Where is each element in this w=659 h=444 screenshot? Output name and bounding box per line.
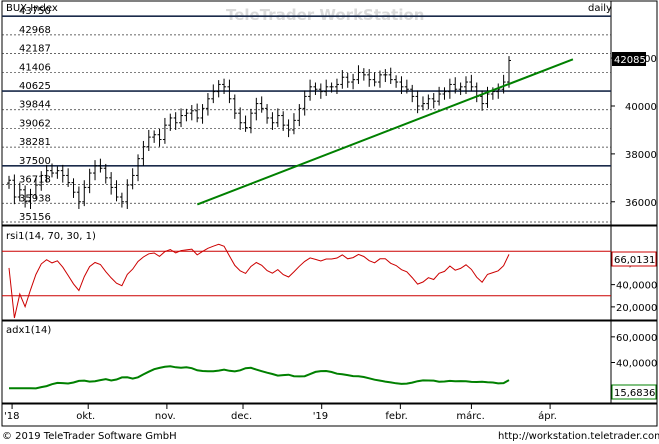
- price-ohlc-bars: [7, 56, 511, 209]
- adx-tick: 60,0000: [616, 333, 657, 344]
- price-level-lines: [2, 15, 611, 223]
- x-tick-label: ápr.: [538, 410, 557, 422]
- x-tick-label: '18: [4, 411, 19, 422]
- x-tick-label: '19: [313, 411, 328, 422]
- rsi-last-value: 66,0131: [614, 255, 655, 266]
- price-last-value: 42085: [614, 55, 646, 66]
- price-left-tick: 36718: [19, 175, 51, 186]
- price-left-tick: 42968: [19, 25, 51, 36]
- footer-copyright: © 2019 TeleTrader Software GmbH: [2, 431, 177, 442]
- price-right-tick: 38000: [625, 150, 657, 161]
- x-tick-label: febr.: [385, 411, 407, 422]
- price-panel-frame: [1, 0, 658, 226]
- x-tick-label: okt.: [76, 411, 95, 422]
- price-left-tick: 42187: [19, 44, 51, 55]
- adx-panel-frame: [1, 320, 658, 404]
- rsi-line: [8, 243, 510, 319]
- price-left-tick: 35156: [19, 212, 51, 223]
- rsi-tick: 20,0000: [616, 303, 657, 314]
- price-left-tick: 39844: [19, 100, 51, 111]
- price-trendline[interactable]: [196, 58, 574, 206]
- x-tick-label: nov.: [155, 411, 176, 422]
- rsi-panel-frame: [1, 225, 658, 321]
- price-chart-title: BUX Index: [6, 3, 58, 14]
- footer-url[interactable]: http://workstation.teletrader.com: [498, 431, 659, 442]
- price-left-tick: 35938: [19, 193, 51, 204]
- adx-last-value: 15,6836: [614, 388, 655, 399]
- adx-title: adx1(14): [6, 325, 51, 336]
- rsi-threshold-lines: [2, 250, 611, 297]
- adx-last-value-label: 15,6836: [611, 384, 657, 400]
- price-left-tick: 43750: [19, 6, 51, 17]
- price-right-tick: 40000: [625, 102, 657, 113]
- price-left-tick: 39062: [19, 118, 51, 129]
- watermark: TeleTrader WorkStation: [226, 6, 424, 24]
- price-left-tick: 37500: [19, 156, 51, 167]
- x-tick-label: márc.: [456, 410, 484, 422]
- price-left-tick: 38281: [19, 137, 51, 148]
- price-panel[interactable]: TeleTrader WorkStation BUX Index daily 4…: [1, 0, 658, 226]
- price-last-value-label: 42085: [612, 52, 646, 66]
- x-axis-frame: [1, 403, 658, 427]
- price-left-tick: 40625: [19, 81, 51, 92]
- rsi-tick: 40,0000: [616, 281, 657, 292]
- price-left-axis: 43750 42968 42187 41406 40625 39844 39062 38281…: [19, 6, 51, 223]
- x-tick-label: dec.: [231, 411, 252, 422]
- rsi-title: rsi1(14, 70, 30, 1): [6, 231, 96, 242]
- rsi-last-value-label: 66,0131: [611, 251, 657, 267]
- rsi-panel[interactable]: rsi1(14, 70, 30, 1) 60,000040,000020,000…: [1, 225, 658, 321]
- price-right-tick: 36000: [625, 198, 657, 209]
- price-chart-period: daily: [588, 3, 612, 14]
- adx-panel[interactable]: adx1(14) 60,0000 40,0000 15,6836: [1, 320, 658, 404]
- adx-line: [9, 365, 510, 390]
- adx-right-axis: 60,0000 40,0000: [611, 333, 657, 370]
- adx-tick: 40,0000: [616, 359, 657, 370]
- x-axis: '18 okt. nov. dec. '19 febr. márc. ápr.: [1, 403, 658, 427]
- price-left-tick: 41406: [19, 62, 51, 73]
